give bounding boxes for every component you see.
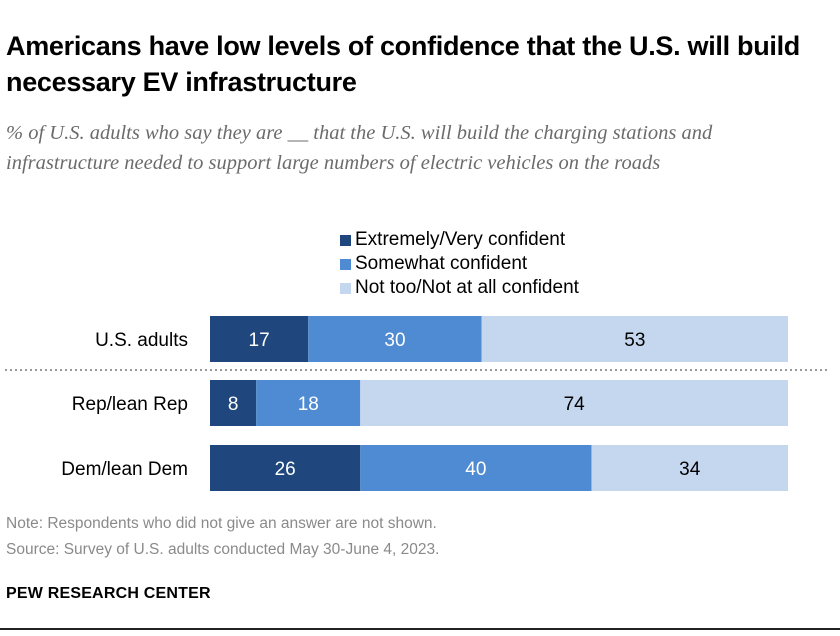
legend: Extremely/Very confident Somewhat confid… bbox=[340, 228, 579, 300]
legend-label: Extremely/Very confident bbox=[355, 229, 566, 250]
legend-swatch bbox=[340, 282, 351, 294]
data-label: 17 bbox=[249, 330, 270, 351]
legend-item-extremely-very: Extremely/Very confident bbox=[340, 228, 579, 252]
bar-segment bbox=[360, 445, 592, 491]
chart-subtitle: % of U.S. adults who say they are __ tha… bbox=[6, 122, 713, 174]
source: Source: Survey of U.S. adults conducted … bbox=[6, 541, 440, 558]
chart-title: Americans have low levels of confidence … bbox=[6, 31, 800, 97]
brand-logo-text: PEW RESEARCH CENTER bbox=[6, 585, 211, 602]
legend-item-not-too: Not too/Not at all confident bbox=[340, 276, 579, 300]
bar-segment bbox=[210, 316, 309, 362]
legend-item-somewhat: Somewhat confident bbox=[340, 252, 579, 276]
bar-segment bbox=[360, 380, 788, 426]
data-label: 53 bbox=[624, 330, 645, 351]
data-label: 74 bbox=[564, 394, 586, 415]
bar-segment bbox=[481, 316, 788, 362]
data-label: 18 bbox=[298, 394, 319, 415]
data-label: 26 bbox=[275, 459, 296, 480]
legend-swatch bbox=[340, 234, 351, 246]
category-label: Dem/lean Dem bbox=[61, 459, 188, 480]
data-label: 8 bbox=[228, 394, 239, 415]
legend-label: Somewhat confident bbox=[355, 253, 528, 274]
legend-label: Not too/Not at all confident bbox=[355, 277, 579, 298]
bar-segment bbox=[591, 445, 788, 491]
category-label: U.S. adults bbox=[95, 330, 188, 351]
category-label: Rep/lean Rep bbox=[72, 394, 188, 415]
note: Note: Respondents who did not give an an… bbox=[6, 515, 437, 532]
bar-segment bbox=[308, 316, 482, 362]
data-label: 40 bbox=[465, 459, 486, 480]
legend-swatch bbox=[340, 258, 351, 270]
bar-segment bbox=[210, 380, 257, 426]
data-label: 34 bbox=[679, 459, 701, 480]
bar-segment bbox=[210, 445, 361, 491]
bottom-rule bbox=[0, 628, 840, 630]
bar-segment bbox=[256, 380, 361, 426]
data-label: 30 bbox=[384, 330, 405, 351]
